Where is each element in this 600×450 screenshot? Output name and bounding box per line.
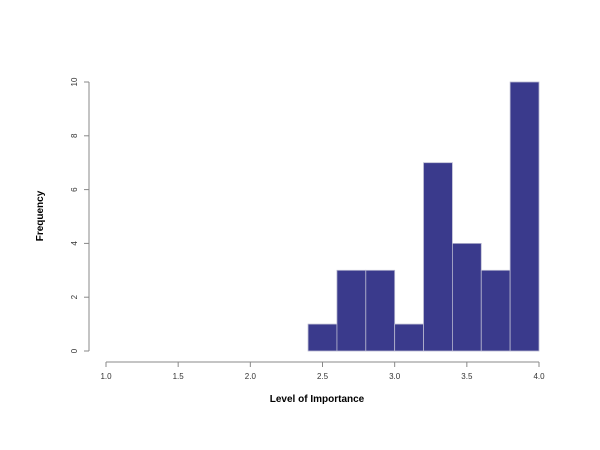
y-tick-label: 10: [70, 77, 79, 86]
histogram-bar: [451, 242, 482, 352]
y-tick-label: 0: [70, 348, 79, 353]
y-tick-label: 8: [70, 133, 79, 138]
histogram-bar: [509, 81, 540, 352]
y-tick-label: 6: [70, 187, 79, 192]
y-axis: 0 2 4 6 8 10: [70, 77, 90, 353]
histogram-bar: [336, 269, 367, 352]
x-tick-label: 3.0: [389, 372, 401, 381]
x-tick-label: 2.5: [317, 372, 329, 381]
histogram-bar: [423, 162, 453, 352]
histogram-bar: [365, 269, 396, 352]
x-tick-label: 1.0: [100, 372, 112, 381]
histogram-bar: [394, 323, 424, 352]
x-axis-title: Level of Importance: [270, 394, 365, 405]
histogram-bar: [307, 323, 338, 352]
bars-group: [307, 81, 540, 352]
histogram-bar: [480, 269, 511, 352]
y-tick-label: 2: [70, 294, 79, 299]
x-tick-label: 4.0: [533, 372, 545, 381]
x-axis: 1.0 1.5 2.0 2.5 3.0 3.5 4.0: [100, 361, 545, 381]
y-axis-title: Frequency: [35, 190, 46, 241]
x-tick-label: 1.5: [173, 372, 185, 381]
x-tick-label: 2.0: [245, 372, 257, 381]
x-tick-label: 3.5: [461, 372, 473, 381]
y-tick-label: 4: [70, 241, 79, 246]
